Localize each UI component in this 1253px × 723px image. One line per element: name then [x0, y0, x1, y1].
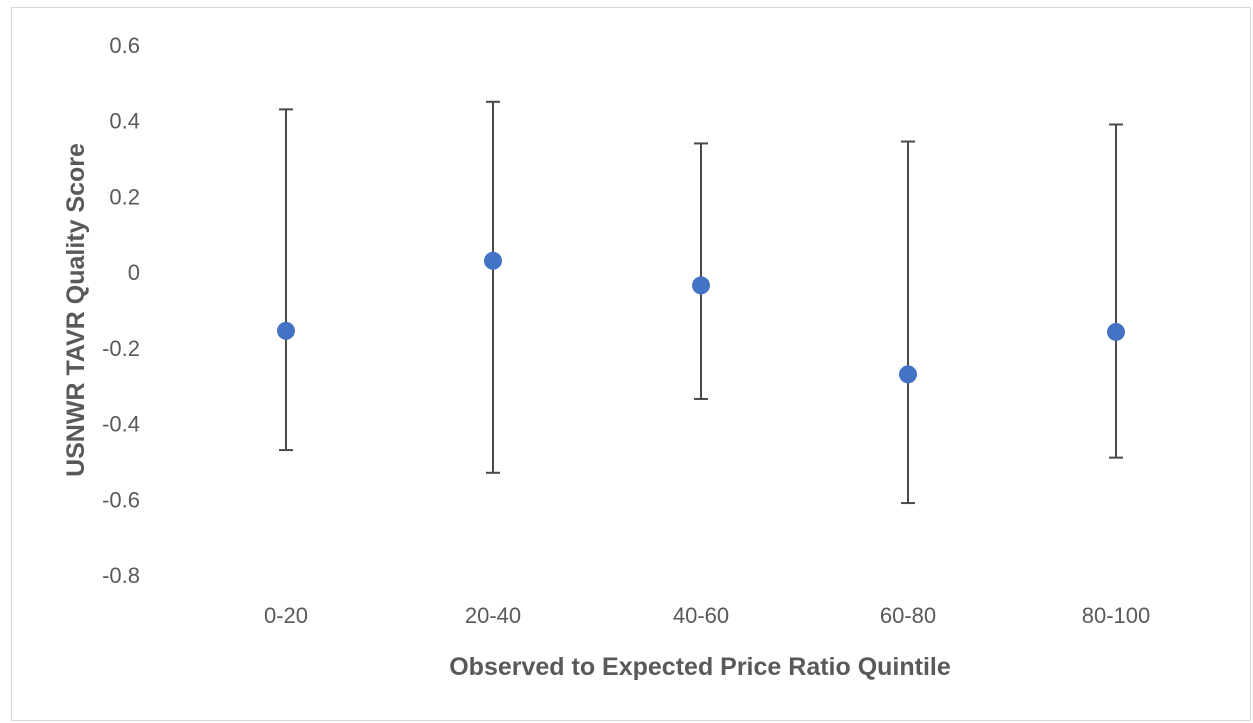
data-point	[277, 321, 295, 340]
x-tick-label: 80-100	[1082, 603, 1151, 628]
y-tick-label: 0.6	[109, 33, 140, 58]
data-point	[899, 365, 917, 384]
y-tick-label: -0.4	[102, 412, 140, 437]
y-tick-label: -0.6	[102, 487, 140, 512]
y-tick-label: 0.4	[109, 109, 140, 134]
data-point	[692, 276, 710, 295]
y-tick-label: 0.2	[109, 184, 140, 209]
x-tick-label: 40-60	[673, 603, 729, 628]
x-axis-ticks: 0-20 20-40 40-60 60-80 80-100	[264, 603, 1150, 628]
x-tick-label: 20-40	[465, 603, 521, 628]
x-tick-label: 60-80	[880, 603, 936, 628]
y-tick-label: -0.2	[102, 336, 140, 361]
y-axis-ticks: 0.6 0.4 0.2 0 -0.2 -0.4 -0.6 -0.8	[102, 33, 140, 588]
y-axis-title: USNWR TAVR Quality Score	[62, 143, 90, 477]
data-points	[277, 251, 1125, 384]
y-tick-label: 0	[128, 260, 140, 285]
data-point	[1107, 322, 1125, 341]
data-point	[484, 251, 502, 270]
y-tick-label: -0.8	[102, 563, 140, 588]
chart-frame	[11, 7, 1251, 721]
x-tick-label: 0-20	[264, 603, 308, 628]
error-bars	[279, 100, 1123, 505]
x-axis-title: Observed to Expected Price Ratio Quintil…	[449, 653, 951, 681]
